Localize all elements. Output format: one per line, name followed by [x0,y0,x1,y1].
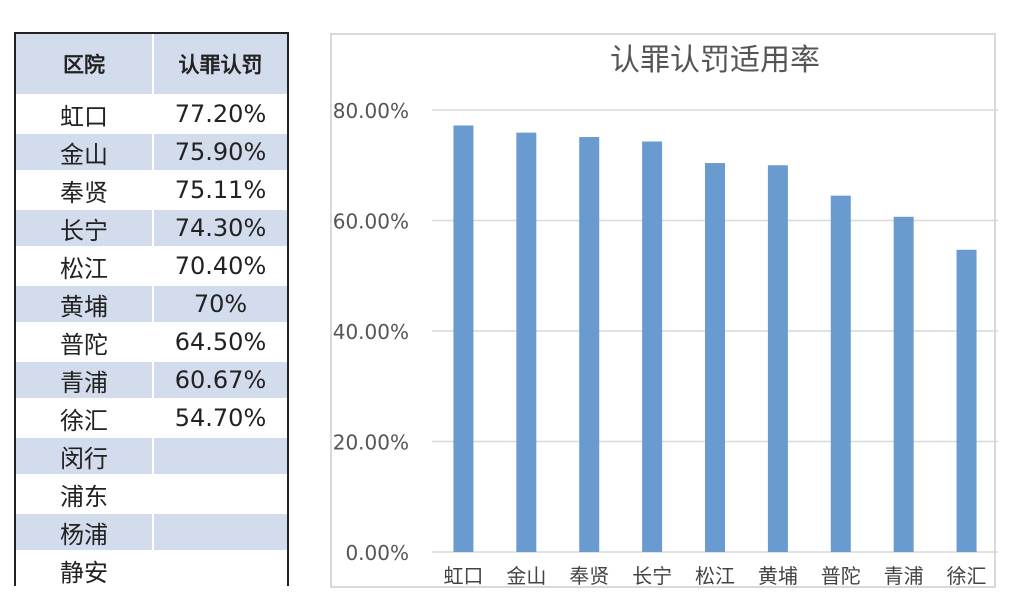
chart-title: 认罪认罚适用率 [610,43,820,78]
cell-rate: 77.20% [153,95,287,134]
cell-district: 奉贤 [16,171,154,210]
header-rate: 认罪认罚 [153,34,287,96]
bar [453,125,474,552]
cell-rate: 75.90% [153,133,287,172]
table-row: 徐汇 54.70% [16,399,287,438]
cell-district: 普陀 [16,323,154,362]
header-district: 区院 [16,34,154,96]
cell-district: 松江 [16,247,154,286]
x-tick-label: 虹口 [443,564,483,588]
x-tick-label: 金山 [506,564,546,588]
y-tick-label: 0.00% [345,541,409,565]
bar [642,141,663,552]
table-row: 黄埔 70% [16,285,287,324]
bar [767,165,788,552]
table-row: 青浦 60.67% [16,361,287,400]
table-row: 静安 [16,551,287,590]
cell-district: 黄埔 [16,285,154,324]
y-tick-label: 20.00% [333,431,409,455]
cell-rate [153,513,287,552]
bar [830,195,851,552]
x-tick-label: 长宁 [632,564,672,588]
cell-district: 浦东 [16,475,154,514]
cell-rate: 70.40% [153,247,287,286]
cell-rate [153,475,287,514]
table-row: 普陀 64.50% [16,323,287,362]
table-row: 闵行 [16,437,287,476]
x-tick-label: 徐汇 [947,564,987,588]
cell-rate: 60.67% [153,361,287,400]
x-tick-label: 青浦 [884,564,924,588]
x-tick-label: 普陀 [821,564,861,588]
cell-district: 青浦 [16,361,154,400]
cell-district: 静安 [16,551,154,590]
cell-district: 虹口 [16,95,154,134]
y-tick-label: 80.00% [333,99,409,123]
bar [893,216,914,552]
table-row: 浦东 [16,475,287,514]
table-row: 奉贤 75.11% [16,171,287,210]
chart-panel: 认罪认罚适用率 0.00% 20.00% 40.00% 60.00% 80.00% 虹口… [330,33,998,588]
table-row: 虹口 77.20% [16,95,287,134]
cell-rate: 54.70% [153,399,287,438]
table-row: 长宁 74.30% [16,209,287,248]
cell-rate: 64.50% [153,323,287,362]
cell-rate: 75.11% [153,171,287,210]
y-tick-label: 60.00% [333,210,409,234]
data-table: 区院 认罪认罚 虹口 77.20% 金山 75.90% 奉贤 75.11% 长宁 74.30%… [14,32,289,590]
cell-district: 金山 [16,133,154,172]
cell-rate [153,551,287,590]
x-tick-label: 黄埔 [758,564,798,588]
bar [956,249,977,552]
x-tick-label: 奉贤 [569,564,609,588]
rate-table: 区院 认罪认罚 虹口 77.20% 金山 75.90% 奉贤 75.11% 长宁 74.30%… [16,34,287,590]
bar-chart: 认罪认罚适用率 0.00% 20.00% 40.00% 60.00% 80.00% 虹口… [333,43,998,588]
bar [579,137,600,552]
x-tick-label: 松江 [695,564,735,588]
table-row: 金山 75.90% [16,133,287,172]
bar [516,132,537,552]
cell-district: 徐汇 [16,399,154,438]
cell-rate: 70% [153,285,287,324]
cell-district: 长宁 [16,209,154,248]
cell-district: 杨浦 [16,513,154,552]
table-row: 杨浦 [16,513,287,552]
bar [705,163,725,553]
table-row: 松江 70.40% [16,247,287,286]
cell-district: 闵行 [16,437,154,476]
cell-rate: 74.30% [153,209,287,248]
table-header-row: 区院 认罪认罚 [16,34,287,96]
y-tick-label: 40.00% [333,320,409,344]
cell-rate [153,437,287,476]
